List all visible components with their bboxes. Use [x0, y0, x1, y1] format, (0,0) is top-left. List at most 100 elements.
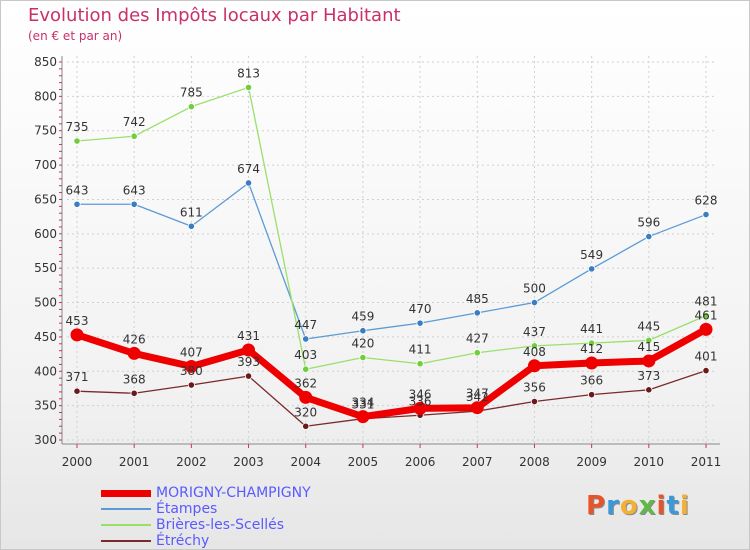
data-point-etampes — [187, 222, 195, 230]
data-label: 380 — [180, 364, 203, 378]
data-point-etrechy — [73, 387, 81, 395]
x-tick-label: 2006 — [405, 455, 436, 469]
data-label: 674 — [237, 162, 260, 176]
legend: MORIGNY-CHAMPIGNY Étampes Brières-les-Scel… — [101, 485, 311, 549]
data-label: 437 — [523, 325, 546, 339]
data-label: 461 — [695, 308, 718, 322]
data-label: 371 — [66, 370, 89, 384]
series-line-etrechy — [76, 369, 707, 427]
data-label: 485 — [466, 292, 489, 306]
data-point-morigny-champigny — [642, 354, 656, 368]
legend-label: Étampes — [156, 501, 218, 517]
data-label: 628 — [695, 194, 718, 208]
data-label: 334 — [351, 396, 374, 410]
data-label: 362 — [294, 376, 317, 390]
y-tick-label: 650 — [34, 192, 57, 206]
data-label: 331 — [351, 398, 374, 412]
logo-letter: i — [656, 491, 667, 521]
legend-item-etrechy: Étréchy — [101, 533, 311, 549]
data-point-brieres-les-scelles — [416, 360, 424, 368]
data-point-brieres-les-scelles — [588, 339, 596, 347]
y-tick-label: 800 — [34, 89, 57, 103]
data-point-etrechy — [187, 381, 195, 389]
grid — [67, 56, 716, 444]
legend-item-morigny-champigny: MORIGNY-CHAMPIGNY — [101, 485, 311, 501]
logo-letter: r — [606, 491, 620, 521]
data-point-morigny-champigny — [470, 401, 484, 415]
legend-label: Brières-les-Scellés — [156, 517, 285, 533]
data-point-brieres-les-scelles — [244, 83, 253, 92]
y-tick-label: 450 — [34, 330, 57, 344]
data-label: 447 — [294, 318, 317, 332]
data-label: 366 — [580, 374, 603, 388]
data-label: 342 — [466, 390, 489, 404]
data-point-brieres-les-scelles — [187, 103, 195, 111]
data-label: 393 — [237, 355, 260, 369]
data-label: 445 — [637, 319, 660, 333]
x-tick-label: 2001 — [119, 455, 150, 469]
data-label: 320 — [294, 405, 317, 419]
y-tick-label: 700 — [34, 158, 57, 172]
data-label: 356 — [523, 381, 546, 395]
data-point-morigny-champigny — [585, 356, 599, 370]
data-point-morigny-champigny — [70, 328, 84, 342]
data-point-morigny-champigny — [699, 322, 713, 336]
data-label: 813 — [237, 66, 260, 80]
series-line-etampes — [77, 182, 707, 340]
data-point-morigny-champigny — [299, 390, 313, 404]
data-label: 643 — [123, 183, 146, 197]
data-point-etampes — [130, 200, 138, 208]
data-label: 549 — [580, 248, 603, 262]
data-label: 401 — [695, 350, 718, 364]
data-point-morigny-champigny — [527, 359, 541, 373]
data-labels: 453 426 407 431 362 334 346 347 408 412 415 461 643 6… — [66, 66, 718, 419]
data-point-brieres-les-scelles — [645, 336, 653, 344]
legend-item-etampes: Étampes — [101, 501, 311, 517]
line-chart: 300 350 400 450 500 550 600 650 700 750 800 850 2000… — [34, 55, 721, 469]
data-point-etampes — [588, 265, 596, 273]
data-label: 336 — [409, 394, 432, 408]
data-label: 415 — [637, 340, 660, 354]
series — [70, 83, 713, 430]
data-point-etampes — [473, 309, 481, 317]
data-label: 427 — [466, 332, 489, 346]
x-tick-label: 2003 — [233, 455, 264, 469]
data-point-etampes — [416, 319, 424, 327]
data-point-etrechy — [130, 389, 138, 397]
legend-swatch — [101, 489, 151, 497]
legend-label: MORIGNY-CHAMPIGNY — [156, 485, 311, 501]
data-label: 500 — [523, 282, 546, 296]
data-label: 420 — [351, 337, 374, 351]
legend-swatch — [101, 508, 151, 510]
proxiti-logo: Proxiti — [586, 491, 690, 521]
data-point-etampes — [302, 335, 310, 343]
data-label: 441 — [580, 322, 603, 336]
data-label: 408 — [523, 345, 546, 359]
data-label: 470 — [409, 302, 432, 316]
data-label: 373 — [637, 369, 660, 383]
chart-subtitle: (en € et par an) — [28, 29, 123, 43]
data-point-morigny-champigny — [184, 359, 198, 373]
data-point-morigny-champigny — [242, 343, 256, 357]
data-point-etrechy — [244, 372, 253, 380]
legend-swatch — [101, 540, 151, 542]
y-tick-label: 850 — [34, 55, 57, 69]
data-label: 481 — [695, 295, 718, 309]
x-tick-label: 2004 — [290, 455, 321, 469]
data-point-etampes — [73, 200, 81, 208]
data-point-etrechy — [645, 386, 653, 394]
data-label: 347 — [466, 387, 489, 401]
x-tick-label: 2009 — [576, 455, 607, 469]
legend-swatch — [101, 524, 151, 526]
series-line-morigny-champigny — [75, 326, 708, 421]
data-label: 453 — [66, 314, 89, 328]
x-tick-label: 2005 — [348, 455, 379, 469]
data-point-brieres-les-scelles — [73, 137, 81, 145]
logo-letter: t — [666, 491, 680, 521]
data-label: 411 — [409, 343, 432, 357]
chart-title: Evolution des Impôts locaux par Habitant — [28, 5, 401, 26]
data-label: 407 — [180, 345, 203, 359]
x-tick-label: 2000 — [62, 455, 93, 469]
data-label: 459 — [351, 310, 374, 324]
data-point-etampes — [244, 179, 253, 187]
